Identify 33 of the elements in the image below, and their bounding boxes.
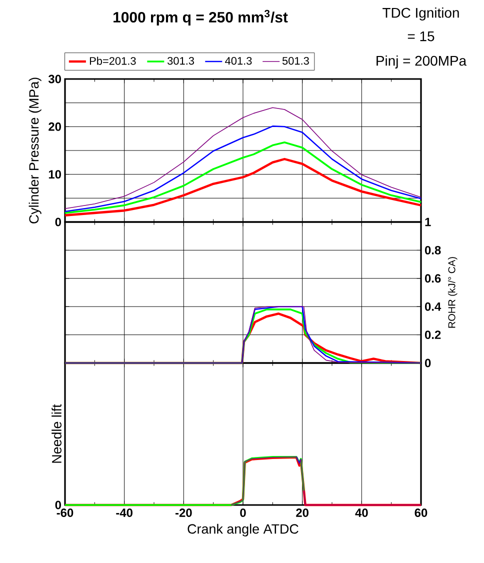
y-tick-label: 0: [424, 358, 431, 368]
line-series: [64, 141, 422, 214]
y-tick-label: 0.2: [424, 330, 441, 340]
y-axis-title: Cylinder Pressure (MPa): [28, 78, 42, 224]
line-series: [64, 126, 422, 212]
legend-label: 501.3: [282, 56, 309, 65]
line-series: [64, 107, 422, 210]
x-tick-label: -20: [175, 508, 192, 517]
line-series: [64, 158, 422, 216]
y-tick-label: 0: [55, 218, 61, 226]
y-axis-title: ROHR (kJ/° CA): [448, 257, 458, 328]
x-tick-label: 20: [296, 508, 308, 517]
legend-label: 301.3: [168, 56, 194, 65]
y-tick-label: 1: [425, 218, 431, 226]
y-axis-title: Needle lift: [52, 404, 62, 463]
x-axis-title: Crank angle ATDC: [188, 524, 298, 536]
y-tick-label: 0.4: [424, 302, 442, 311]
x-tick-label: -60: [56, 508, 74, 517]
y-tick-label: 0.6: [424, 274, 441, 283]
legend-label: 401.3: [225, 56, 252, 65]
text: TDC Ignition: [382, 8, 459, 21]
text: = 15: [408, 32, 434, 42]
y-tick-label: 20: [48, 122, 61, 131]
y-tick-label: 0.8: [424, 246, 441, 254]
x-tick-label: -40: [116, 508, 132, 517]
y-tick-label: 10: [48, 170, 61, 179]
y-tick-label: 30: [48, 74, 61, 84]
x-tick-label: 60: [414, 508, 428, 517]
x-tick-label: 0: [240, 508, 246, 517]
chart-title: 1000 rpm q = 250 mm$^{3}$/st: [114, 10, 288, 26]
text: Pinj = 200MPa: [376, 56, 467, 69]
legend-label: Pb=201.3: [90, 56, 136, 65]
x-tick-label: 40: [355, 508, 368, 517]
